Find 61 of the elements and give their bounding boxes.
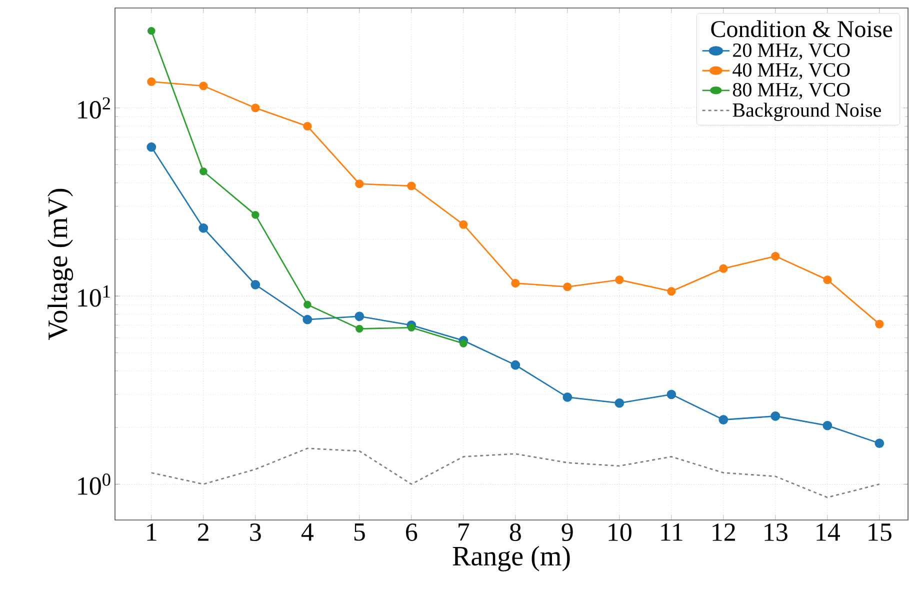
x-tick-label: 6 (406, 524, 418, 541)
point (147, 77, 156, 86)
x-tick-label: 11 (661, 524, 682, 541)
point (252, 211, 260, 219)
legend-title: Condition & Noise (711, 20, 892, 38)
x-tick-label: 15 (868, 524, 892, 541)
point (250, 280, 260, 290)
point (355, 180, 364, 188)
point (615, 276, 624, 284)
legend-label: Background Noise (732, 102, 881, 121)
x-tick-label: 4 (301, 524, 314, 541)
x-tick-label: 2 (198, 524, 208, 541)
x-tick-label: 5 (354, 524, 365, 541)
point (407, 182, 416, 190)
legend-label: 80 MHz, VCO (732, 83, 850, 100)
point (146, 142, 156, 152)
x-tick-label: 13 (764, 524, 788, 541)
point (823, 276, 832, 284)
y-tick-label: 10$^{1}$ (78, 285, 110, 307)
point (459, 220, 468, 229)
point (302, 314, 312, 324)
point (148, 26, 156, 35)
point (199, 82, 208, 90)
y-tick-label: 10$^{2}$ (78, 97, 110, 119)
point (354, 312, 364, 322)
x-tick-label: 9 (562, 524, 573, 541)
point (200, 167, 208, 176)
x-axis-title: Range (m) (452, 546, 570, 572)
legend-label: 40 MHz, VCO (732, 63, 850, 80)
point (875, 320, 884, 328)
x-tick-label: 12 (712, 524, 735, 541)
point (303, 122, 312, 130)
x-tick-label: 8 (510, 524, 521, 542)
legend-label: 20 MHz, VCO (733, 43, 850, 60)
x-tick-label: 14 (816, 524, 840, 541)
y-axis-title: Voltage (mV) (48, 188, 74, 340)
point (511, 278, 520, 288)
point (667, 287, 676, 296)
x-tick-label: 10 (608, 524, 632, 542)
point (822, 420, 832, 430)
point (251, 104, 260, 112)
x-tick-label: 3 (250, 524, 261, 541)
point (460, 340, 468, 348)
line-series (150, 448, 880, 498)
x-tick-label: 1 (147, 524, 156, 541)
point (510, 360, 520, 370)
point (563, 282, 572, 292)
point (614, 398, 624, 408)
x-tick-label: 7 (458, 524, 470, 541)
point (356, 324, 364, 333)
point (770, 411, 780, 421)
point (408, 324, 416, 332)
point (719, 264, 728, 273)
point (718, 415, 728, 424)
y-tick-label: 10$^{0}$ (78, 473, 110, 495)
point (666, 390, 676, 400)
point (562, 392, 572, 402)
point (304, 300, 312, 309)
point (771, 252, 780, 260)
point (198, 223, 208, 233)
point (874, 438, 884, 448)
